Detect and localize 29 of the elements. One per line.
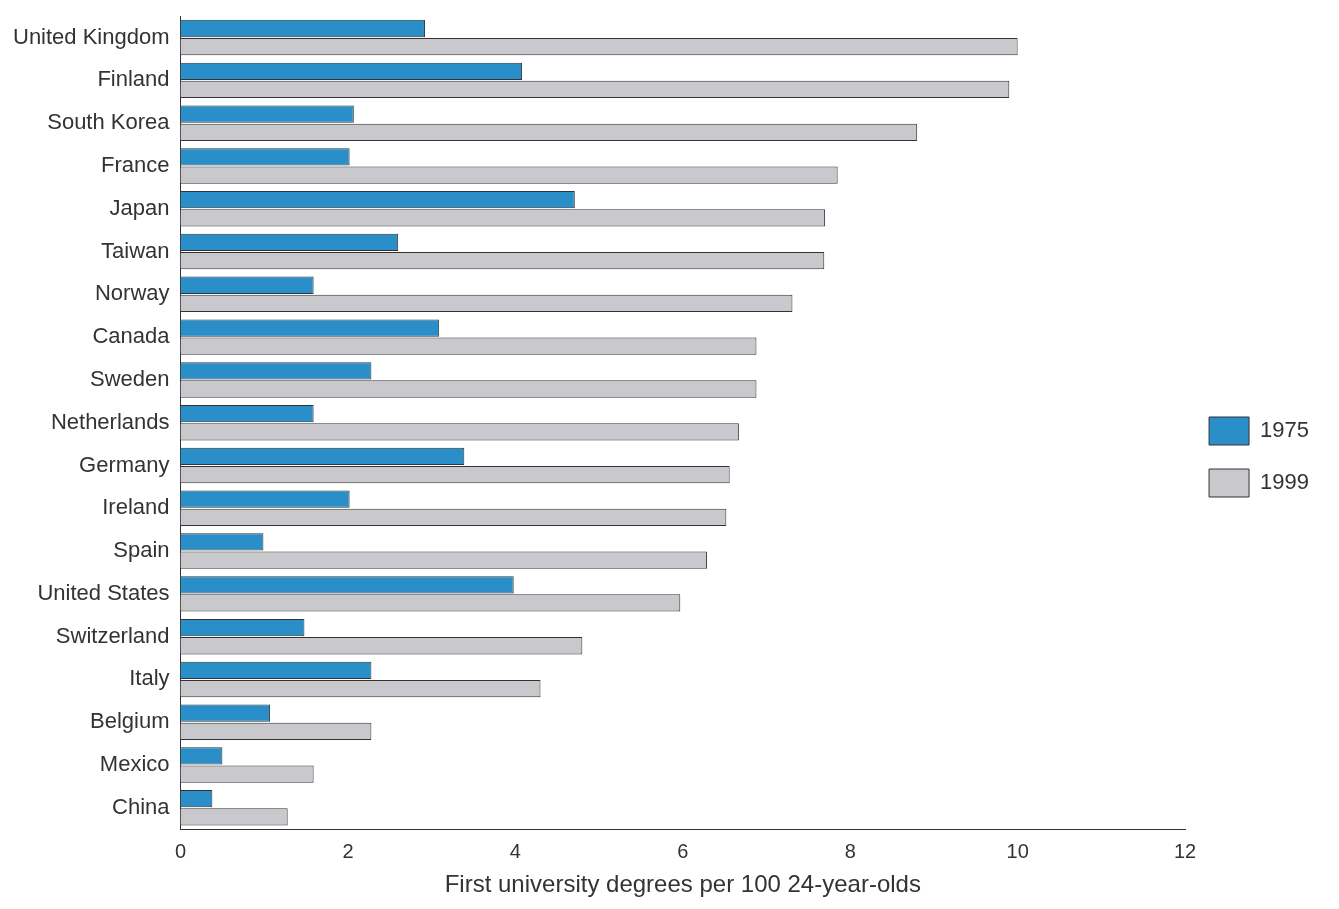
y-tick-label: United States: [37, 579, 170, 605]
y-tick-label: Switzerland: [55, 622, 170, 648]
y-tick-label: Mexico: [99, 751, 170, 777]
x-tick-label: 2: [342, 839, 354, 862]
y-tick-label: Spain: [113, 537, 170, 563]
y-tick-label: Finland: [97, 66, 170, 92]
legend-label: 1975: [1260, 417, 1310, 443]
x-tick-label: 4: [509, 839, 521, 862]
y-tick-label: Taiwan: [101, 237, 170, 263]
y-tick-label: South Korea: [47, 109, 171, 135]
legend-label: 1999: [1260, 469, 1310, 495]
x-tick-label: 10: [1006, 839, 1029, 862]
y-tick-label: Belgium: [90, 708, 170, 734]
x-tick-label: 8: [844, 839, 856, 862]
y-tick-label: Norway: [94, 280, 170, 306]
y-tick-label: China: [112, 793, 171, 819]
y-tick-label: United Kingdom: [12, 23, 170, 49]
x-tick-label: 6: [677, 839, 689, 862]
y-tick-label: Canada: [92, 323, 171, 349]
y-tick-label: Germany: [79, 451, 170, 477]
y-tick-label: Ireland: [102, 494, 170, 520]
y-tick-label: Sweden: [90, 365, 170, 391]
y-tick-label: Italy: [129, 665, 170, 691]
y-tick-label: France: [101, 152, 170, 178]
y-tick-label: Netherlands: [50, 408, 170, 434]
y-tick-label: Japan: [109, 194, 170, 220]
x-tick-label: 0: [174, 839, 187, 862]
x-axis-title: First university degrees per 100 24-year-olds: [444, 870, 921, 898]
x-tick-label: 12: [1173, 839, 1197, 862]
